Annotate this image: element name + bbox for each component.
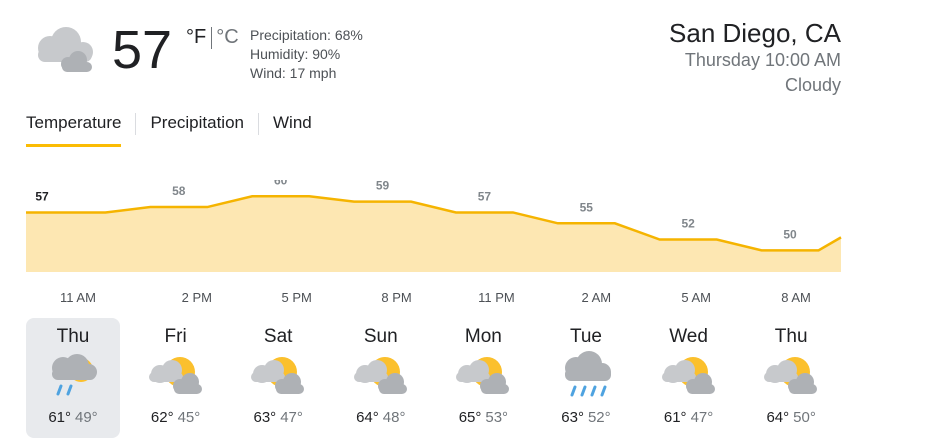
data-label: 60 xyxy=(274,180,288,187)
data-label: 50 xyxy=(783,227,797,241)
high-temp: 62° xyxy=(150,409,174,426)
data-label: 52 xyxy=(682,217,696,231)
unit-toggle: °F °C xyxy=(186,26,239,49)
day-name: Wed xyxy=(669,326,708,347)
high-temp: 65° xyxy=(458,409,482,426)
precipitation-text: Precipitation: 68% xyxy=(250,27,363,43)
partly-cloudy-icon xyxy=(251,357,305,394)
day-temps: 64° 50° xyxy=(744,409,838,426)
low-temp: 53° xyxy=(485,409,509,426)
tab-temperature[interactable]: Temperature xyxy=(26,113,122,147)
data-label: 57 xyxy=(35,189,49,203)
partly-cloudy-icon xyxy=(148,357,202,394)
low-temp: 49° xyxy=(75,409,98,426)
forecast-day[interactable]: Thu 61° 49° xyxy=(26,318,120,438)
humidity-text: Humidity: 90% xyxy=(250,46,341,62)
chart-area xyxy=(26,196,841,272)
tab-divider xyxy=(135,113,137,135)
forecast-day[interactable]: Mon 65° 53° xyxy=(436,318,530,438)
day-name: Mon xyxy=(464,326,502,347)
high-temp: 61° xyxy=(48,409,71,426)
x-tick-label: 11 AM xyxy=(60,290,96,305)
data-label: 58 xyxy=(172,184,186,198)
x-tick-label: 5 PM xyxy=(282,290,312,305)
tab-wind[interactable]: Wind xyxy=(273,113,312,132)
data-label: 57 xyxy=(478,189,492,203)
tab-divider xyxy=(258,113,259,135)
low-temp: 47° xyxy=(690,409,714,426)
high-temp: 64° xyxy=(356,409,379,426)
tab-precipitation[interactable]: Precipitation xyxy=(150,113,244,132)
fahrenheit-toggle[interactable]: °F xyxy=(186,26,207,48)
forecast-day[interactable]: Sun 64° 48° xyxy=(334,318,428,438)
unit-divider xyxy=(211,26,213,49)
current-temperature: 57 xyxy=(112,20,173,80)
day-name: Sat xyxy=(263,326,293,347)
x-tick-label: 2 PM xyxy=(182,290,212,305)
day-temps: 61° 49° xyxy=(26,409,120,426)
low-temp: 52° xyxy=(587,409,611,426)
wind-text: Wind: 17 mph xyxy=(250,65,337,81)
partly-cloudy-icon xyxy=(764,357,818,394)
x-tick-label: 5 AM xyxy=(681,290,711,305)
cloudy-icon xyxy=(38,27,93,72)
low-temp: 45° xyxy=(177,409,201,426)
x-tick-label: 8 AM xyxy=(781,290,811,305)
day-temps: 61° 47° xyxy=(642,409,736,426)
low-temp: 50° xyxy=(793,409,816,426)
high-temp: 64° xyxy=(766,409,790,426)
data-label: 59 xyxy=(376,180,390,193)
low-temp: 48° xyxy=(382,409,406,426)
rain-sun-icon xyxy=(52,354,97,396)
day-temps: 63° 52° xyxy=(539,409,633,426)
forecast-day[interactable]: Fri 62° 45° xyxy=(129,318,223,438)
partly-cloudy-icon xyxy=(353,357,407,394)
forecast-day[interactable]: Sat 63° 47° xyxy=(231,318,325,438)
day-name: Thu xyxy=(774,326,808,347)
day-temps: 62° 45° xyxy=(129,409,223,426)
chart-line xyxy=(26,194,842,252)
day-name: Tue xyxy=(569,326,602,347)
x-tick-label: 2 AM xyxy=(582,290,612,305)
condition-text: Cloudy xyxy=(784,75,841,95)
high-temp: 63° xyxy=(253,409,277,426)
forecast-day[interactable]: Thu 64° 50° xyxy=(744,318,838,438)
partly-cloudy-icon xyxy=(456,357,510,394)
data-label: 55 xyxy=(580,200,594,214)
location-block: San Diego, CA Thursday 10:00 AM Cloudy xyxy=(669,18,841,98)
chart-tabs: Temperature Precipitation Wind xyxy=(26,113,312,147)
rain-cloud-icon xyxy=(564,351,611,397)
celsius-toggle[interactable]: °C xyxy=(216,26,239,48)
forecast-day[interactable]: Tue 63° 52° xyxy=(539,318,633,438)
day-temps: 65° 53° xyxy=(436,409,530,426)
daily-forecast: Thu 61° 49° Fri 62° 45° Sat 63° 47° Sun 64° 48° Mon 6… xyxy=(26,318,847,438)
x-tick-label: 11 PM xyxy=(478,290,515,305)
temperature-chart[interactable]: 57 11 AM 58 2 PM 60 5 PM 59 8 PM 57 11 PM 55 2 AM 52… xyxy=(0,180,930,305)
day-name: Fri xyxy=(164,326,187,347)
day-name: Sun xyxy=(363,326,398,347)
forecast-day[interactable]: Wed 61° 47° xyxy=(642,318,736,438)
day-temps: 63° 47° xyxy=(231,409,325,426)
weather-details: Precipitation: 68% Humidity: 90% Wind: 1… xyxy=(250,26,363,83)
x-tick-label: 8 PM xyxy=(381,290,411,305)
date-time: Thursday 10:00 AM xyxy=(684,50,841,70)
day-temps: 64° 48° xyxy=(334,409,428,426)
high-temp: 61° xyxy=(663,409,687,426)
day-name: Thu xyxy=(56,326,90,347)
location-title: San Diego, CA xyxy=(669,18,841,48)
partly-cloudy-icon xyxy=(661,357,715,394)
high-temp: 63° xyxy=(561,409,584,426)
low-temp: 47° xyxy=(280,409,303,426)
